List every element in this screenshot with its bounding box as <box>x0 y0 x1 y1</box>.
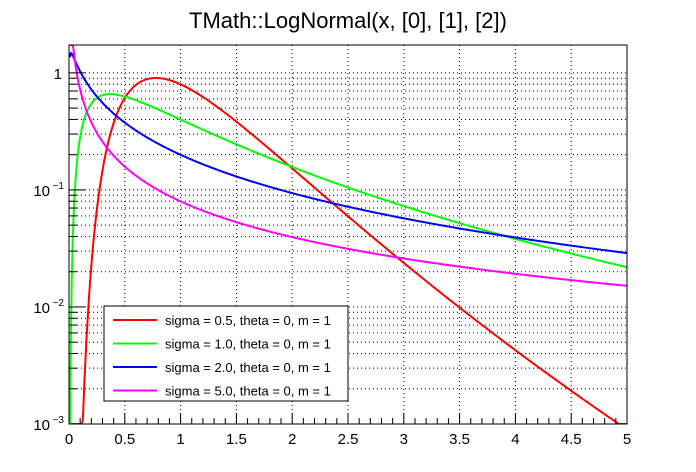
x-tick-label: 4 <box>511 431 519 448</box>
legend-label: sigma = 1.0, theta = 0, m = 1 <box>165 337 331 352</box>
legend: sigma = 0.5, theta = 0, m = 1 sigma = 1.0… <box>103 305 349 402</box>
x-tick-label: 0 <box>65 431 73 448</box>
legend-box <box>103 305 349 402</box>
x-tick-label: 1.5 <box>226 431 247 448</box>
plot-frame <box>68 44 628 425</box>
legend-label: sigma = 5.0, theta = 0, m = 1 <box>165 384 331 399</box>
y-tick-label: 10 <box>33 183 50 200</box>
chart-title: TMath::LogNormal(x, [0], [1], [2]) <box>189 8 507 33</box>
y-tick-exponent: −1 <box>53 181 65 192</box>
x-tick-label: 3.5 <box>449 431 470 448</box>
x-tick-label: 0.5 <box>114 431 135 448</box>
series-line-sigma-0.5 <box>69 76 627 424</box>
x-tick-label: 4.5 <box>561 431 582 448</box>
series-lines <box>69 45 627 424</box>
y-tick-label: 1 <box>54 66 62 83</box>
series-line-sigma-2 <box>69 51 627 255</box>
legend-label: sigma = 2.0, theta = 0, m = 1 <box>165 360 331 375</box>
x-tick-label: 2 <box>288 431 296 448</box>
x-tick-label: 1 <box>176 431 184 448</box>
series-line-sigma-1 <box>69 93 627 424</box>
y-tick-label: 10 <box>33 417 50 434</box>
x-tick-label: 5 <box>623 431 631 448</box>
y-tick-exponent: −3 <box>53 415 65 426</box>
series-line-sigma-5 <box>69 45 627 287</box>
y-tick-exponent: −2 <box>53 298 65 309</box>
grid <box>69 45 627 424</box>
legend-label: sigma = 0.5, theta = 0, m = 1 <box>165 313 331 328</box>
x-tick-label: 2.5 <box>338 431 359 448</box>
x-tick-label: 3 <box>400 431 408 448</box>
y-tick-label: 10 <box>33 300 50 317</box>
